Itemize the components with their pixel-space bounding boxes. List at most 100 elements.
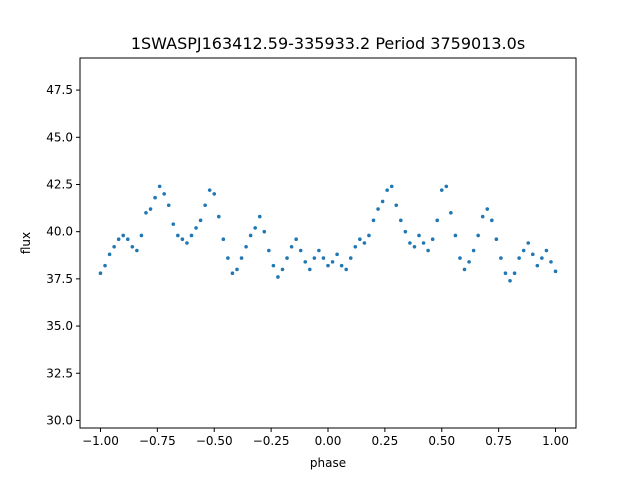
data-point <box>226 256 230 260</box>
data-point <box>530 252 535 257</box>
data-point <box>471 248 476 253</box>
data-point <box>485 207 490 211</box>
data-point <box>449 210 453 215</box>
data-point <box>508 278 512 283</box>
data-point <box>248 233 253 238</box>
data-point <box>476 233 480 238</box>
data-point <box>257 214 262 219</box>
data-point <box>367 233 371 238</box>
data-point <box>521 248 526 253</box>
data-point <box>148 207 153 211</box>
x-tick-label: 0.00 <box>315 434 342 448</box>
data-point <box>262 229 267 234</box>
chart-title: 1SWASPJ163412.59-335933.2 Period 3759013… <box>131 34 525 53</box>
data-point <box>298 248 303 253</box>
data-point <box>239 256 244 260</box>
data-point <box>116 237 121 242</box>
data-point <box>540 256 544 260</box>
data-point <box>176 233 180 238</box>
data-point <box>280 267 285 272</box>
data-point <box>230 271 235 276</box>
data-point <box>171 222 176 226</box>
data-point <box>430 237 435 242</box>
data-point <box>312 256 317 260</box>
x-tick-label: 0.75 <box>485 434 512 448</box>
y-tick-label: 32.5 <box>46 366 73 380</box>
data-point <box>553 269 558 274</box>
y-tick-label: 45.0 <box>46 130 73 144</box>
y-tick-label: 47.5 <box>46 83 73 97</box>
data-point <box>103 263 107 268</box>
data-point <box>403 229 408 234</box>
data-point <box>139 233 144 238</box>
data-point <box>130 244 135 249</box>
data-point <box>394 203 399 208</box>
data-point <box>467 260 471 264</box>
x-axis: −1.00 −0.75 −0.50 −0.25 0.00 0.25 0.50 0.75 1.00 <box>82 428 569 448</box>
data-point <box>189 233 194 238</box>
data-point <box>112 244 116 249</box>
data-point <box>344 267 349 272</box>
data-point <box>303 260 308 264</box>
data-point <box>153 195 157 200</box>
data-point <box>499 256 503 260</box>
data-point <box>144 210 148 215</box>
data-point <box>389 184 394 189</box>
data-point <box>339 263 344 268</box>
y-tick-label: 35.0 <box>46 319 73 333</box>
data-point <box>526 241 531 245</box>
data-point <box>326 263 330 268</box>
data-point <box>271 263 276 268</box>
y-tick-label: 42.5 <box>46 177 73 191</box>
data-point <box>371 218 376 223</box>
data-point <box>517 256 521 260</box>
data-point <box>462 267 467 272</box>
data-point <box>453 233 458 238</box>
data-point <box>180 237 185 242</box>
data-point <box>408 241 412 245</box>
data-point <box>253 226 257 230</box>
data-point <box>535 263 540 268</box>
data-point <box>321 256 326 260</box>
data-point <box>512 271 517 276</box>
data-point <box>121 233 126 238</box>
data-point <box>212 192 217 196</box>
data-point <box>235 267 239 272</box>
data-point <box>285 256 289 260</box>
data-point <box>330 260 335 264</box>
x-tick-label: 0.50 <box>428 434 455 448</box>
data-point <box>544 248 549 253</box>
data-point <box>135 248 139 253</box>
data-point <box>203 203 207 208</box>
data-point <box>317 248 321 253</box>
data-point <box>458 256 462 260</box>
data-point <box>98 271 103 276</box>
data-point <box>549 260 553 264</box>
data-point <box>267 248 271 253</box>
data-point <box>107 252 112 257</box>
data-point <box>385 188 389 192</box>
data-point <box>166 203 171 208</box>
x-tick-label: −1.00 <box>82 434 119 448</box>
data-point <box>358 237 362 242</box>
x-tick-label: −0.75 <box>139 434 176 448</box>
data-point <box>494 237 499 242</box>
data-point <box>348 256 353 260</box>
data-point <box>216 214 221 219</box>
data-point <box>376 207 380 211</box>
data-point <box>380 199 385 204</box>
data-point <box>335 252 339 257</box>
data-point <box>480 214 485 219</box>
data-point <box>444 184 449 189</box>
data-points <box>98 184 558 283</box>
data-point <box>417 233 421 238</box>
y-axis-label: flux <box>19 232 33 254</box>
data-point <box>353 244 358 249</box>
data-point <box>412 244 417 249</box>
y-tick-label: 37.5 <box>46 272 73 286</box>
y-tick-label: 30.0 <box>46 413 73 427</box>
data-point <box>399 218 403 223</box>
data-point <box>185 241 189 245</box>
